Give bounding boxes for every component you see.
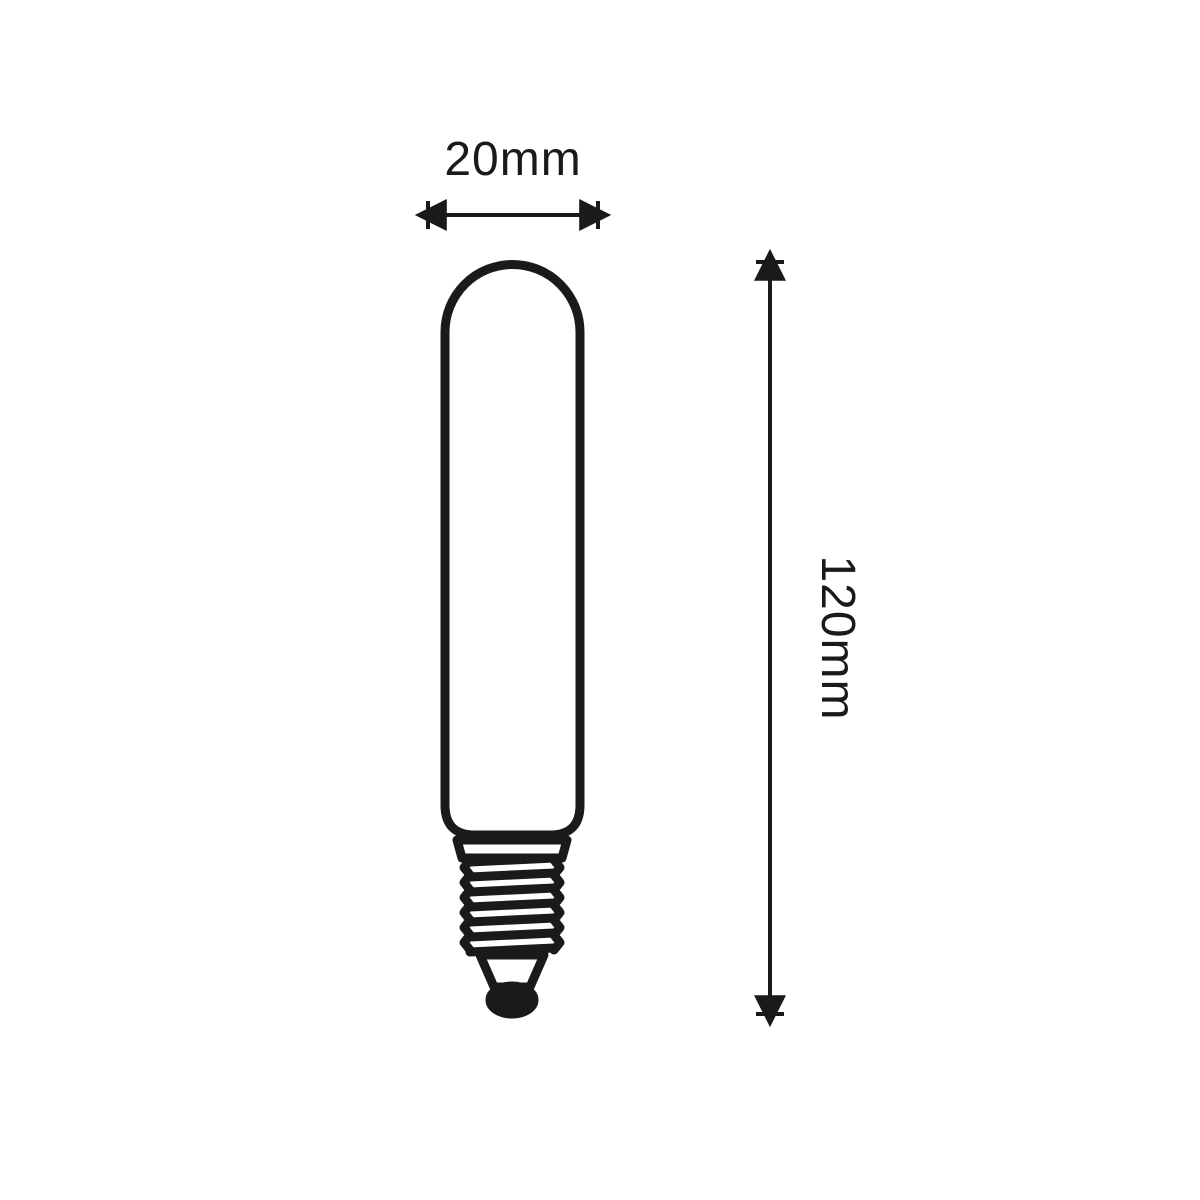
bulb-contact-tip bbox=[490, 986, 534, 1014]
screw-thread bbox=[470, 933, 554, 937]
screw-thread bbox=[470, 918, 554, 922]
dimension-diagram: 20mm 120mm bbox=[0, 0, 1200, 1200]
screw-thread bbox=[470, 873, 554, 877]
height-dimension-label: 120mm bbox=[811, 555, 864, 720]
bulb-tube bbox=[445, 265, 580, 836]
screw-thread bbox=[470, 858, 554, 862]
screw-thread bbox=[470, 888, 554, 892]
width-dimension-label: 20mm bbox=[444, 133, 581, 186]
screw-thread bbox=[470, 903, 554, 907]
